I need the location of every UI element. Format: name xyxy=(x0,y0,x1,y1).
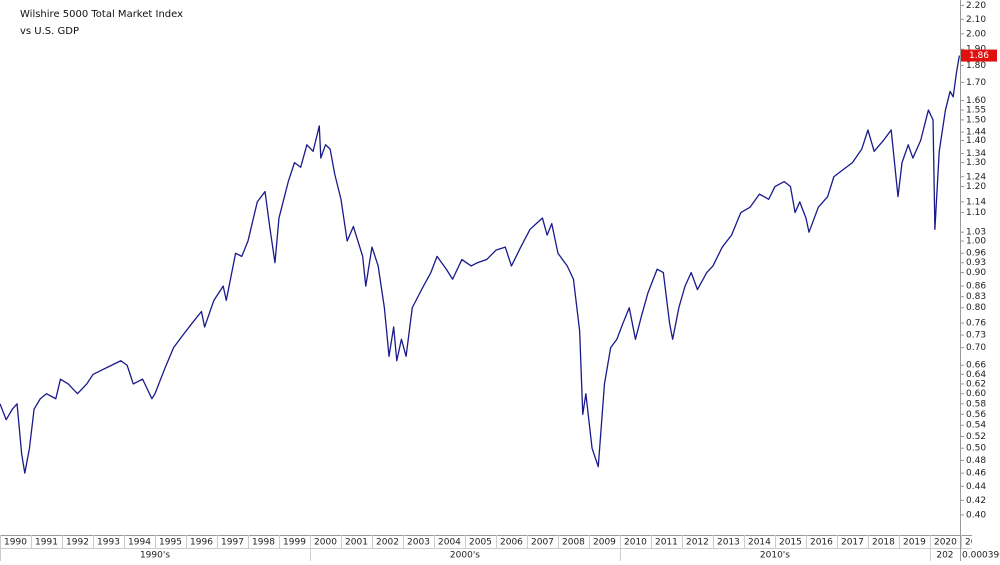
x-tick-label: 1993 xyxy=(97,538,120,548)
y-tick-label: 0.56 xyxy=(966,410,986,420)
y-axis: 2.202.102.001.901.801.701.601.551.501.44… xyxy=(960,0,997,561)
x-tick-label: 2000 xyxy=(314,538,337,548)
x-tick-label: 2010 xyxy=(624,538,647,548)
x-tick-label: 1995 xyxy=(159,538,182,548)
x-tick-label: 2014 xyxy=(748,538,771,548)
decade-label: 1990's xyxy=(140,551,170,561)
y-tick-label: 1.00 xyxy=(966,237,986,247)
y-tick-label: 0.64 xyxy=(966,370,986,380)
y-tick-label: 1.50 xyxy=(966,115,986,125)
x-tick-label: 2009 xyxy=(593,538,616,548)
y-tick-label: 0.80 xyxy=(966,303,986,313)
x-tick-label: 2001 xyxy=(345,538,368,548)
y-tick-label: 1.30 xyxy=(966,158,986,168)
y-tick-label: 1.34 xyxy=(966,149,986,159)
y-tick-label: 0.66 xyxy=(966,361,986,371)
x-tick-label: 1999 xyxy=(283,538,306,548)
y-tick-label: 1.24 xyxy=(966,172,986,182)
x-tick-label: 2017 xyxy=(841,538,864,548)
chart-title: Wilshire 5000 Total Market Index vs U.S.… xyxy=(20,9,184,37)
last-value-tag xyxy=(961,49,997,62)
x-tick-label: 1994 xyxy=(128,538,151,548)
y-tick-label: 0.83 xyxy=(966,292,986,302)
y-tick-label: 1.55 xyxy=(966,106,986,116)
x-tick-label: 2016 xyxy=(810,538,833,548)
y-tick-label: 0.62 xyxy=(966,379,986,389)
last-value-label: 1.86 xyxy=(969,51,989,61)
y-tick-label: 1.10 xyxy=(966,208,986,218)
y-tick-label: 0.73 xyxy=(966,331,986,341)
decade-label: 202 xyxy=(936,551,953,561)
y-tick-label: 0.70 xyxy=(966,343,986,353)
x-tick-label: 2002 xyxy=(376,538,399,548)
y-tick-label: 1.03 xyxy=(966,228,986,238)
x-tick-label: 2005 xyxy=(469,538,492,548)
x-tick-label: 2012 xyxy=(686,538,709,548)
x-tick-label: 1991 xyxy=(35,538,58,548)
y-tick-label: 1.20 xyxy=(966,182,986,192)
x-axis: 1990 1991 1992 1993 1994 1995 1996 1997 1998 1999… xyxy=(0,535,988,561)
x-tick-label: 2021 xyxy=(965,538,988,548)
x-tick-label: 2003 xyxy=(407,538,430,548)
y-tick-label: 2.10 xyxy=(966,15,986,25)
y-tick-label: 0.46 xyxy=(966,469,986,479)
y-tick-label: 0.60 xyxy=(966,389,986,399)
x-tick-label: 2015 xyxy=(779,538,802,548)
data-line xyxy=(0,55,960,474)
y-tick-label: 1.40 xyxy=(966,136,986,146)
x-tick-label: 2018 xyxy=(872,538,895,548)
y-tick-label: 0.86 xyxy=(966,282,986,292)
x-tick-label: 1997 xyxy=(221,538,244,548)
corner-label: 0.0003966 xyxy=(962,551,1000,561)
decade-label: 2010's xyxy=(760,551,790,561)
y-tick-label: 0.48 xyxy=(966,456,986,466)
y-tick-label: 2.00 xyxy=(966,29,986,39)
x-tick-label: 1998 xyxy=(252,538,275,548)
y-tick-label: 1.60 xyxy=(966,96,986,106)
x-tick-label: 2020 xyxy=(934,538,957,548)
y-tick-label: 0.54 xyxy=(966,421,986,431)
decade-label: 2000's xyxy=(450,551,480,561)
y-tick-label: 0.93 xyxy=(966,258,986,268)
x-tick-label: 2006 xyxy=(500,538,523,548)
y-tick-label: 0.50 xyxy=(966,444,986,454)
y-tick-label: 0.96 xyxy=(966,249,986,259)
y-tick-label: 2.20 xyxy=(966,1,986,11)
y-tick-label: 0.40 xyxy=(966,510,986,520)
y-tick-label: 0.90 xyxy=(966,268,986,278)
x-tick-label: 1992 xyxy=(66,538,89,548)
y-tick-label: 0.44 xyxy=(966,482,986,492)
x-tick-label: 1996 xyxy=(190,538,213,548)
x-tick-label: 2007 xyxy=(531,538,554,548)
y-tick-label: 0.42 xyxy=(966,496,986,506)
x-tick-label: 2008 xyxy=(562,538,585,548)
plot-area xyxy=(0,55,960,474)
x-tick-label: 2004 xyxy=(438,538,461,548)
y-tick-label: 1.80 xyxy=(966,61,986,71)
x-tick-label: 2019 xyxy=(903,538,926,548)
y-tick-label: 0.76 xyxy=(966,319,986,329)
y-tick-label: 0.58 xyxy=(966,399,986,409)
x-tick-label: 2013 xyxy=(717,538,740,548)
y-tick-label: 1.14 xyxy=(966,197,986,207)
x-tick-label: 1990 xyxy=(4,538,27,548)
y-tick-label: 1.44 xyxy=(966,128,986,138)
y-tick-label: 1.70 xyxy=(966,78,986,88)
x-tick-label: 2011 xyxy=(655,538,678,548)
y-tick-label: 0.52 xyxy=(966,432,986,442)
